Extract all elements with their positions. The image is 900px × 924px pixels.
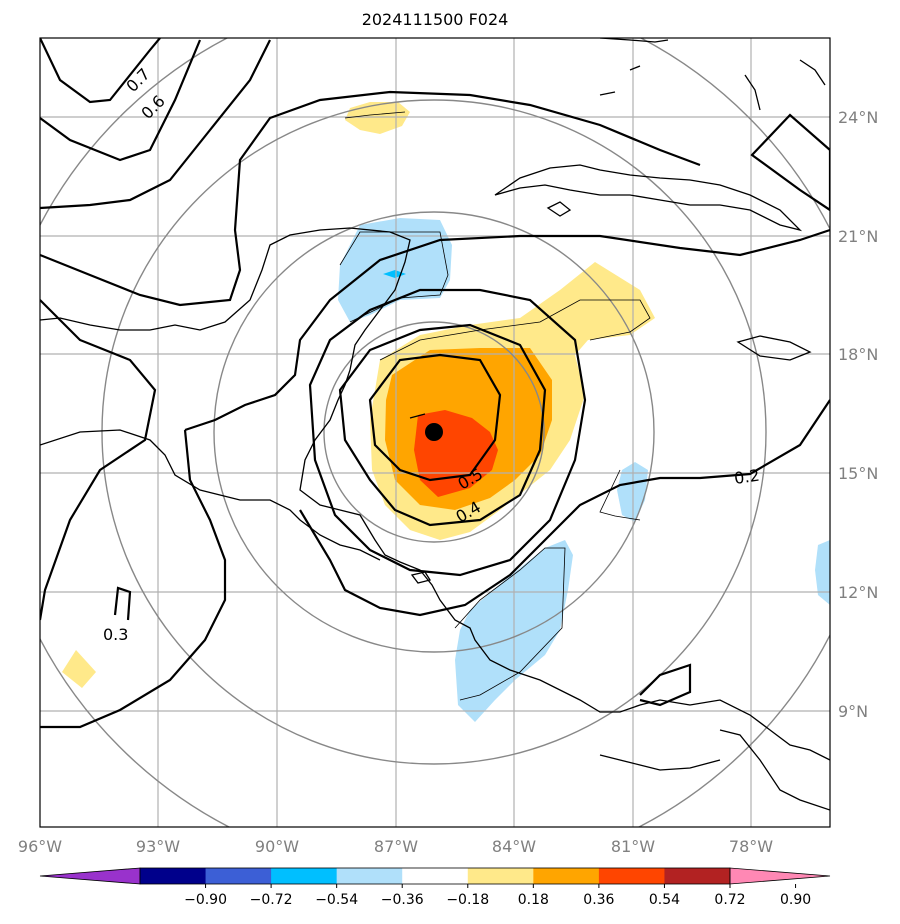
colorbar-segment bbox=[271, 868, 338, 884]
lon-label: 81°W bbox=[611, 837, 655, 856]
colorbar-extend-high bbox=[729, 867, 831, 885]
lat-label: 18°N bbox=[838, 345, 878, 364]
longitude-labels: 96°W 93°W 90°W 87°W 84°W 81°W 78°W bbox=[18, 837, 773, 856]
lat-label: 12°N bbox=[838, 583, 878, 602]
lat-label: 9°N bbox=[838, 702, 868, 721]
lat-label: 21°N bbox=[838, 227, 878, 246]
colorbar-segment bbox=[664, 868, 731, 884]
range-rings bbox=[40, 38, 830, 827]
contour-label: 0.3 bbox=[103, 625, 128, 644]
map-area bbox=[40, 38, 830, 827]
lon-label: 96°W bbox=[18, 837, 62, 856]
coastlines bbox=[40, 38, 830, 811]
colorbar-tick-label: 0.90 bbox=[780, 892, 811, 908]
map-frame bbox=[39, 37, 831, 828]
graticule bbox=[40, 38, 830, 827]
lon-label: 90°W bbox=[255, 837, 299, 856]
lon-label: 84°W bbox=[492, 837, 536, 856]
map-title: 2024111500 F024 bbox=[361, 10, 509, 29]
storm-center-marker bbox=[425, 423, 443, 441]
thin-contours bbox=[339, 111, 651, 701]
colorbar-tick-label: 0.72 bbox=[714, 892, 745, 908]
colorbar-tick-label: −0.54 bbox=[315, 892, 358, 908]
latitude-labels: 24°N 21°N 18°N 15°N 12°N 9°N bbox=[838, 108, 878, 721]
colorbar-segment bbox=[533, 868, 600, 884]
contour-label: 0.2 bbox=[733, 466, 761, 488]
colorbar-segment bbox=[336, 868, 403, 884]
colorbar-tick-label: −0.90 bbox=[184, 892, 227, 908]
colorbar-tick-label: 0.54 bbox=[649, 892, 680, 908]
colorbar-tick-label: 0.36 bbox=[583, 892, 614, 908]
colorbar-outline bbox=[139, 867, 731, 885]
lat-label: 15°N bbox=[838, 464, 878, 483]
colorbar-segment bbox=[402, 868, 469, 884]
colorbar-segment bbox=[598, 868, 665, 884]
colorbar-tick-label: −0.36 bbox=[381, 892, 424, 908]
colorbar-tick-label: −0.72 bbox=[250, 892, 293, 908]
colorbar: −0.90 −0.72 −0.54 −0.36 −0.18 0.18 0.36 0.54 0.7… bbox=[39, 867, 831, 908]
colorbar-extend-low bbox=[39, 867, 141, 885]
colorbar-segment bbox=[140, 868, 207, 884]
thick-contours bbox=[40, 38, 830, 729]
lon-label: 93°W bbox=[136, 837, 180, 856]
lon-label: 78°W bbox=[729, 837, 773, 856]
lat-label: 24°N bbox=[838, 108, 878, 127]
colorbar-tick-label: −0.18 bbox=[446, 892, 489, 908]
colorbar-segment bbox=[467, 868, 534, 884]
colorbar-tick-label: 0.18 bbox=[518, 892, 549, 908]
lon-label: 87°W bbox=[374, 837, 418, 856]
colorbar-segment bbox=[205, 868, 272, 884]
